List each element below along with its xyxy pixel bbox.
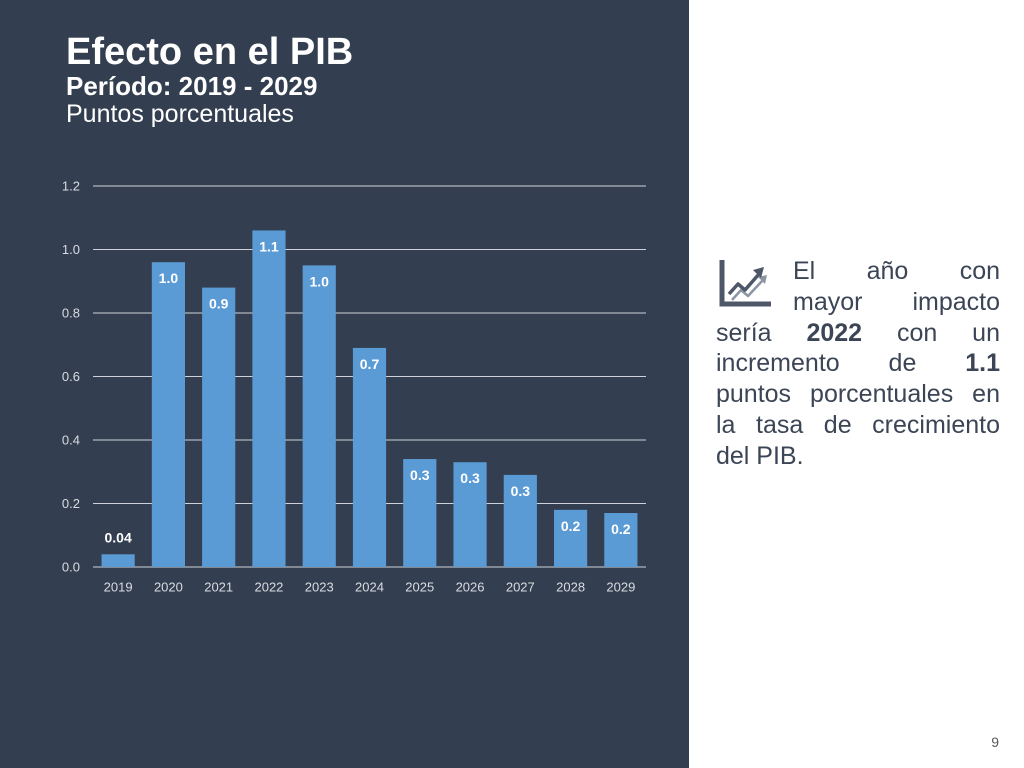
y-axis-ticks: 0.0 0.2 0.4 0.6 0.8 1.0 1.2: [62, 179, 80, 575]
x-tick-label: 2029: [606, 580, 635, 595]
y-tick-label: 0.0: [62, 560, 80, 575]
summary-text-segment: con un: [862, 318, 1000, 347]
x-tick-label: 2027: [506, 580, 535, 595]
bar-chart: 0.00.20.40.60.81.01.2 0.041.00.91.11.00.…: [62, 179, 646, 595]
summary-line-6: la tasa de crecimiento: [716, 410, 1000, 439]
y-tick-label: 1.0: [62, 242, 80, 257]
x-tick-label: 2022: [254, 580, 283, 595]
data-label: 0.7: [360, 356, 380, 372]
x-tick-label: 2023: [305, 580, 334, 595]
bar: [503, 474, 537, 567]
summary-text-segment: sería: [716, 318, 807, 347]
data-label: 0.9: [209, 296, 229, 312]
chart-panel: Efecto en el PIB Período: 2019 - 2029 Pu…: [0, 0, 689, 768]
y-tick-label: 0.8: [62, 306, 80, 321]
highlight-impact: 1.1: [965, 349, 1000, 378]
bar: [151, 262, 185, 567]
summary-line-2: mayor impacto: [793, 287, 1000, 316]
bar: [302, 265, 336, 567]
summary-line-1: El año con: [793, 257, 1000, 285]
units-label: Puntos porcentuales: [66, 100, 294, 128]
summary-text-segment: incremento de: [716, 349, 966, 378]
data-label: 0.04: [105, 529, 132, 545]
slide-title: Efecto en el PIB: [66, 31, 354, 73]
data-label: 1.0: [159, 270, 179, 286]
x-tick-label: 2025: [405, 580, 434, 595]
highlight-year: 2022: [806, 318, 863, 347]
bar: [403, 459, 437, 567]
data-label: 1.0: [309, 273, 329, 289]
y-tick-label: 0.2: [62, 496, 80, 511]
bar: [202, 287, 236, 567]
data-label: 0.2: [611, 521, 631, 537]
x-tick-label: 2026: [456, 580, 485, 595]
y-tick-label: 0.4: [62, 433, 80, 448]
icon-trend-line-secondary: [731, 279, 764, 301]
data-label: 0.3: [511, 483, 531, 499]
summary-text: El año con mayor impacto sería 2022 con …: [716, 256, 1000, 472]
data-label: 0.3: [460, 470, 480, 486]
x-tick-label: 2021: [204, 580, 233, 595]
y-tick-label: 0.6: [62, 369, 80, 384]
period-subtitle: Período: 2019 - 2029: [66, 71, 318, 101]
bar: [604, 513, 638, 567]
summary-panel: [689, 0, 1024, 768]
bar: [554, 509, 588, 567]
bar: [101, 554, 135, 567]
growth-chart-icon: [717, 257, 773, 311]
data-labels: 0.04 1.0 0.9 1.1 1.0 0.7 0.3 0.3 0.3 0.2 0.2: [105, 238, 631, 545]
x-axis-ticks: 2019 2020 2021 2022 2023 2024 2025 2026 2027 2028…: [104, 580, 636, 595]
growth-chart-icon-graphic: [719, 260, 771, 307]
summary-line-5: puntos porcentuales en: [716, 380, 1000, 409]
x-tick-label: 2028: [556, 580, 585, 595]
icon-arrow-head: [753, 267, 764, 278]
bar: [453, 462, 487, 567]
icon-axes: [719, 260, 771, 307]
summary-line-4: incremento de 1.1: [716, 348, 1000, 379]
data-label: 0.3: [410, 467, 430, 483]
x-tick-label: 2020: [154, 580, 183, 595]
bar: [352, 347, 387, 567]
x-tick-label: 2024: [355, 580, 384, 595]
bar: [252, 230, 286, 567]
summary-line-3: sería 2022 con un: [716, 318, 1000, 349]
page-number: 9: [991, 734, 999, 750]
x-tick-label: 2019: [104, 580, 133, 595]
y-tick-label: 1.2: [62, 179, 80, 194]
bars: [101, 230, 638, 567]
data-label: 1.1: [259, 238, 279, 254]
data-label: 0.2: [561, 518, 581, 534]
summary-line-7: del PIB.: [716, 441, 804, 470]
icon-trend-line: [727, 272, 761, 296]
